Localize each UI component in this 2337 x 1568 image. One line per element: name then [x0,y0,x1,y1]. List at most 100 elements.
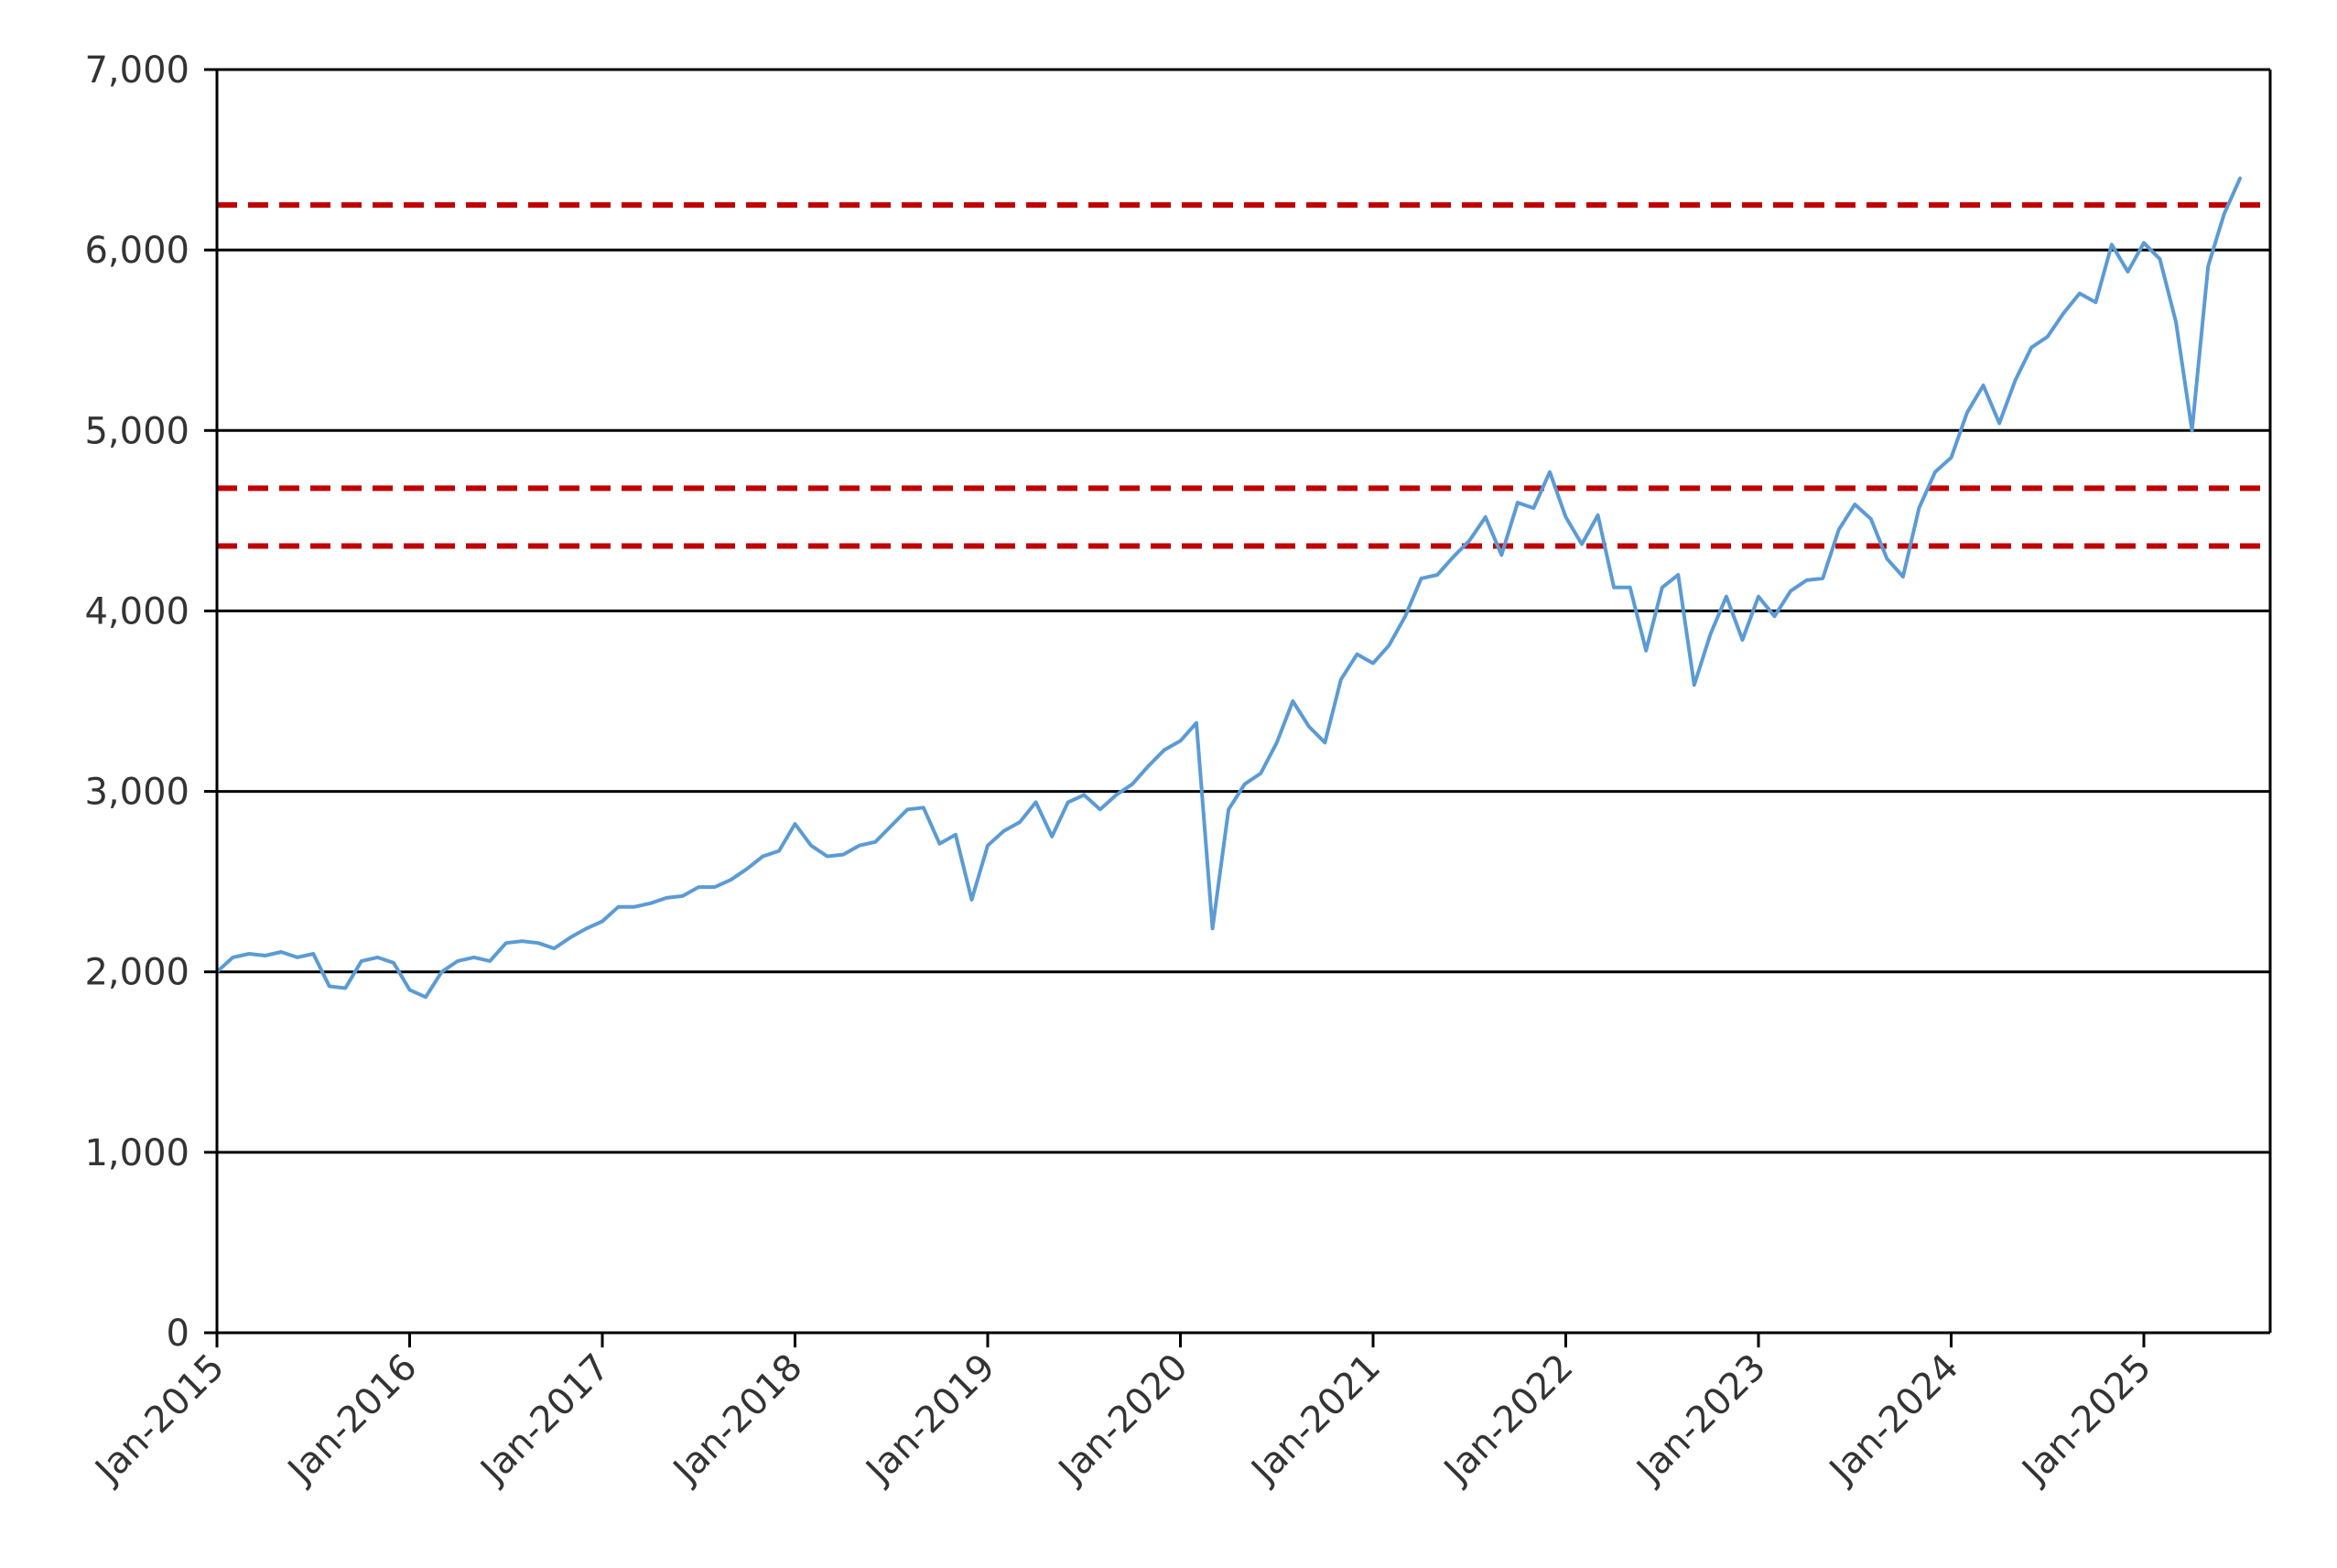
data-point [279,950,283,954]
data-point [1435,573,1439,577]
data-point [520,939,524,943]
data-point [681,894,685,898]
data-point [1227,807,1230,811]
x-axis-ticks: Jan-2015 Jan-2016 Jan-2017 Jan-2018 Jan-2019… [86,1333,2159,1493]
y-tick-label: 6,000 [84,230,189,272]
data-point [1179,739,1182,742]
data-point [649,902,653,905]
x-tick-label: Jan-2024 [1820,1346,1966,1493]
data-point [568,935,572,939]
data-point [552,946,556,950]
data-point [905,807,909,811]
data-point [2061,311,2065,315]
data-point [1837,528,1841,532]
data-point [1757,595,1760,599]
data-point [440,970,444,974]
data-point [1355,653,1358,656]
data-point [954,833,958,837]
y-tick-label: 3,000 [84,772,189,814]
y-tick-label: 4,000 [84,590,189,633]
data-point [311,952,315,956]
data-point [1531,506,1535,510]
data-point [232,956,235,959]
data-point [1821,577,1824,580]
data-point [1339,677,1343,681]
data-point [2078,291,2082,295]
data-point [1548,470,1552,474]
data-point [1725,595,1728,599]
data-point [1853,503,1856,506]
data-point [1869,517,1873,521]
data-point [2158,257,2162,261]
data-point [456,959,460,963]
data-point [1066,800,1070,804]
data-point [617,905,621,909]
data-point [264,954,267,957]
data-point [1644,649,1648,653]
data-point [1564,515,1567,519]
data-point [1467,539,1471,543]
data-point [809,844,813,848]
data-point [1965,411,1969,415]
data-point [858,844,861,848]
data-point [1612,586,1616,589]
data-point [247,952,251,956]
data-point [1002,829,1006,833]
x-tick-label: Jan-2016 [278,1346,425,1493]
data-point [1933,470,1937,474]
data-point [408,988,411,991]
x-tick-label: Jan-2021 [1242,1346,1389,1493]
reference-lines [217,201,2270,549]
data-point [1452,555,1455,558]
x-tick-label: Jan-2025 [2013,1346,2159,1493]
series-group [215,176,2243,1000]
data-point [1403,614,1407,618]
data-point [2174,320,2178,324]
data-point [2191,428,2194,432]
data-point [2014,378,2018,382]
data-point [1580,542,1584,546]
x-tick-label: Jan-2022 [1434,1346,1581,1493]
data-point [360,959,363,963]
data-point [761,855,764,859]
data-point [1131,783,1134,786]
data-point [2094,300,2097,304]
data-point [745,867,749,871]
data-point [1163,748,1166,752]
data-point [826,855,829,859]
data-point [1661,586,1664,589]
x-tick-label: Jan-2020 [1049,1346,1196,1493]
data-point [1708,633,1712,636]
axes [215,68,2272,1335]
data-point [1420,577,1423,580]
data-point [1676,573,1680,577]
series-line [215,177,2243,1000]
x-tick-label: Jan-2017 [471,1346,618,1493]
data-point [1997,421,2001,425]
y-tick-label: 0 [167,1313,189,1355]
data-point [1773,614,1777,618]
data-point [890,824,893,827]
data-point [1388,643,1391,647]
data-point [937,842,941,846]
data-point [1195,721,1198,725]
data-point [665,896,668,900]
data-point [472,956,476,959]
data-point [1789,589,1792,593]
data-point [296,956,299,959]
data-point [392,961,395,965]
data-point [343,986,347,989]
x-tick-label: Jan-2019 [857,1346,1003,1493]
data-point [375,956,379,959]
data-point [1323,741,1326,744]
data-point [1098,807,1102,811]
y-tick-label: 5,000 [84,410,189,452]
x-tick-label: Jan-2015 [86,1346,233,1493]
data-point [1740,638,1744,642]
data-point [1259,772,1262,775]
data-point [1982,384,1985,387]
data-point [328,984,331,988]
data-point [697,885,700,889]
data-point [1275,741,1279,744]
data-point [1050,835,1054,838]
